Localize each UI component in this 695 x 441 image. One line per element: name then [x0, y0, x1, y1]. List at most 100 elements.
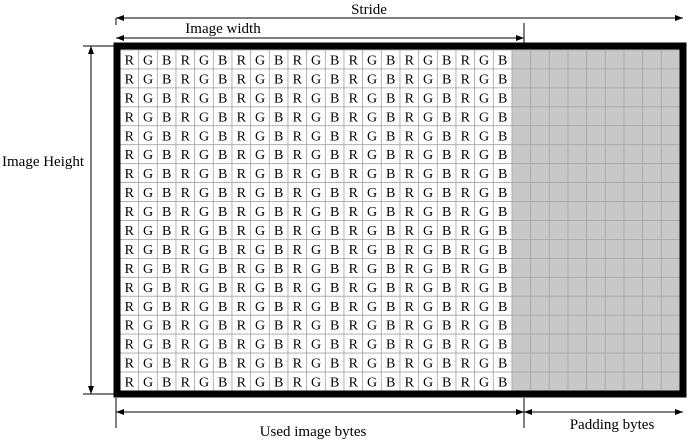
channel-letter: G — [143, 129, 153, 144]
channel-letter: B — [498, 129, 507, 144]
channel-letter: G — [199, 205, 209, 220]
channel-letter: G — [199, 262, 209, 277]
channel-letter: B — [442, 319, 451, 334]
channel-letter: B — [218, 91, 227, 106]
padding-byte-cell — [511, 201, 532, 221]
channel-letter: G — [255, 262, 265, 277]
channel-letter: B — [498, 357, 507, 372]
padding-byte-cell — [567, 276, 588, 297]
channel-letter: R — [181, 357, 191, 372]
channel-letter: R — [125, 91, 135, 106]
channel-letter: R — [293, 281, 303, 296]
image-height-top-arrow — [88, 46, 94, 54]
channel-letter: G — [311, 319, 321, 334]
padding-byte-cell — [586, 257, 606, 278]
channel-letter: G — [199, 224, 209, 239]
channel-letter: G — [479, 205, 489, 220]
channel-letter: G — [199, 167, 209, 182]
channel-letter: R — [293, 91, 303, 106]
channel-letter: B — [162, 148, 171, 163]
channel-letter: R — [293, 110, 303, 125]
channel-letter: R — [181, 186, 191, 201]
channel-letter: G — [367, 376, 377, 391]
channel-letter: R — [461, 186, 471, 201]
image-height-dimension: Image Height — [2, 45, 116, 395]
padding-byte-cell — [660, 144, 681, 165]
channel-letter: R — [181, 148, 191, 163]
padding-byte-cell — [530, 144, 550, 165]
image-width-left-arrow — [116, 35, 124, 41]
channel-letter: R — [125, 72, 135, 87]
padding-byte-cell — [548, 125, 569, 146]
channel-letter: R — [405, 281, 415, 296]
channel-letter: G — [143, 300, 153, 315]
image-width-right-arrow — [516, 35, 524, 41]
padding-byte-cell — [530, 352, 550, 373]
channel-letter: R — [349, 205, 359, 220]
padding-byte-cell — [530, 182, 550, 202]
padding-byte-cell — [586, 106, 606, 127]
channel-letter: B — [442, 262, 451, 277]
channel-letter: G — [367, 205, 377, 220]
padding-byte-cell — [511, 182, 532, 202]
channel-letter: R — [125, 205, 135, 220]
channel-letter: B — [442, 338, 451, 353]
padding-byte-cell — [623, 144, 644, 165]
padding-byte-cell — [642, 276, 662, 297]
padding-byte-cell — [567, 314, 588, 335]
channel-letter: R — [237, 319, 247, 334]
channel-letter: G — [199, 281, 209, 296]
channel-letter: G — [311, 72, 321, 87]
channel-letter: R — [293, 148, 303, 163]
channel-letter: B — [274, 357, 283, 372]
channel-letter: G — [423, 243, 433, 258]
padding-byte-cell — [511, 125, 532, 146]
channel-letter: B — [218, 243, 227, 258]
padding-byte-cell — [530, 314, 550, 335]
channel-letter: B — [386, 376, 395, 391]
image-height-bottom-arrow — [88, 386, 94, 394]
channel-letter: R — [125, 243, 135, 258]
channel-letter: R — [349, 72, 359, 87]
channel-letter: G — [479, 319, 489, 334]
padding-byte-cell — [604, 257, 625, 278]
padding-byte-cell — [660, 125, 681, 146]
padding-byte-cell — [660, 295, 681, 316]
channel-letter: B — [218, 148, 227, 163]
padding-byte-cell — [548, 352, 569, 373]
channel-letter: B — [162, 319, 171, 334]
padding-byte-cell — [567, 163, 588, 184]
padding-byte-cell — [623, 276, 644, 297]
channel-letter: B — [498, 167, 507, 182]
channel-letter: G — [367, 319, 377, 334]
channel-letter: R — [461, 224, 471, 239]
channel-letter: R — [461, 129, 471, 144]
channel-letter: B — [386, 357, 395, 372]
channel-letter: G — [255, 319, 265, 334]
channel-letter: G — [367, 167, 377, 182]
channel-letter: G — [255, 281, 265, 296]
padding-byte-cell — [567, 125, 588, 146]
padding-byte-cell — [530, 333, 550, 354]
padding-byte-cell — [586, 333, 606, 354]
channel-letter: R — [181, 319, 191, 334]
channel-letter: R — [405, 224, 415, 239]
padding-byte-cell — [660, 333, 681, 354]
channel-letter: B — [218, 300, 227, 315]
padding-byte-cell — [567, 220, 588, 240]
channel-letter: G — [479, 110, 489, 125]
channel-letter: R — [181, 72, 191, 87]
padding-byte-cell — [567, 239, 588, 259]
channel-letter: R — [405, 91, 415, 106]
channel-letter: R — [405, 167, 415, 182]
channel-letter: G — [367, 338, 377, 353]
channel-letter: R — [405, 262, 415, 277]
padding-byte-cell — [511, 239, 532, 259]
channel-letter: G — [255, 243, 265, 258]
padding-byte-cell — [642, 163, 662, 184]
channel-letter: B — [498, 262, 507, 277]
channel-letter: G — [311, 262, 321, 277]
channel-letter: G — [311, 167, 321, 182]
pixel-grid: R G B R G B R G B R G B R G B R G B R G BR G B R G B R G B R G B R G B R G B R… — [119, 49, 681, 392]
channel-letter: G — [255, 72, 265, 87]
